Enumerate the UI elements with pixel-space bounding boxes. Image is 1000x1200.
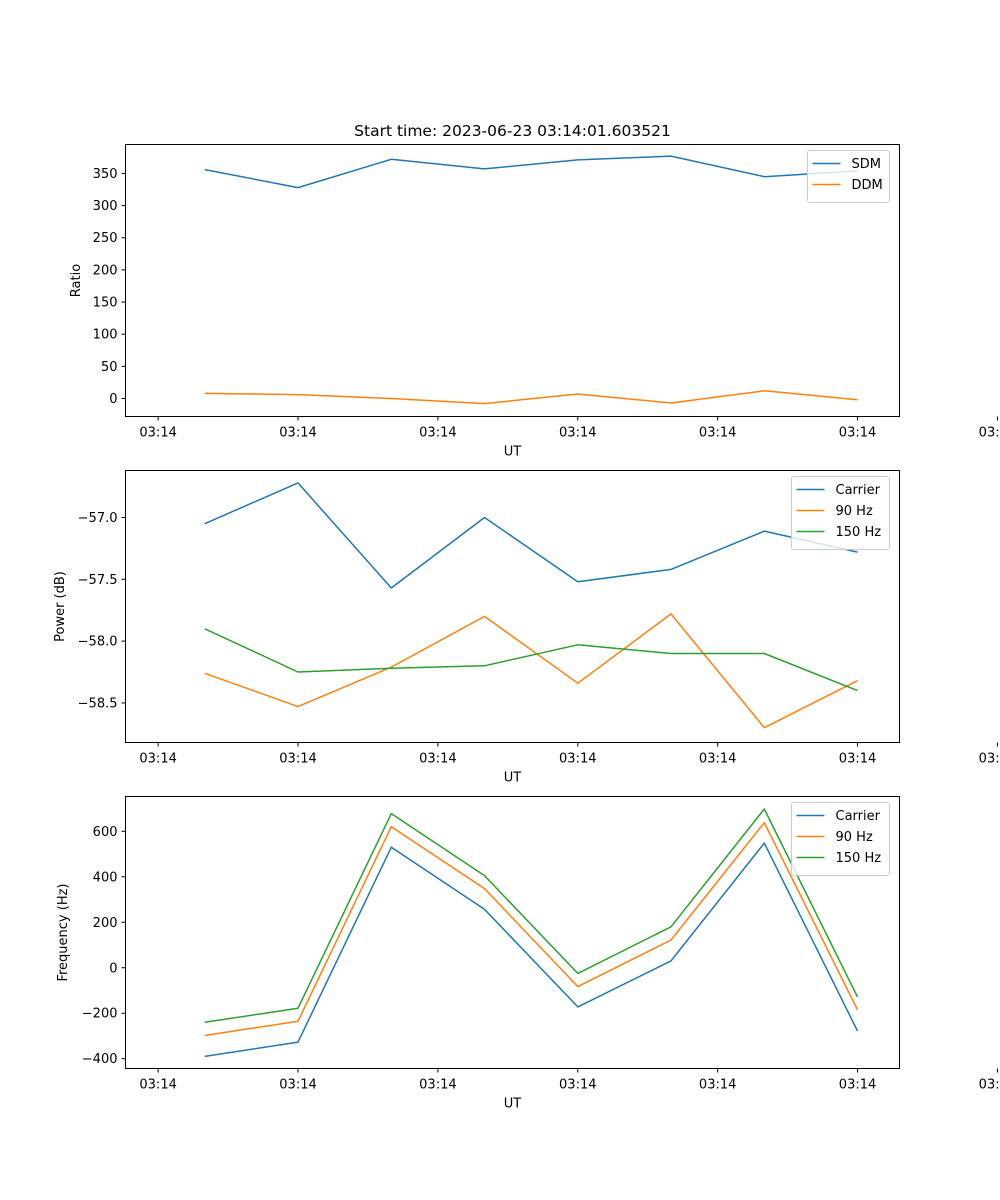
x-tick-label: 03:14 bbox=[559, 1078, 596, 1093]
x-tick-label: 03:14 bbox=[139, 426, 176, 441]
x-tick-label: 03:14 bbox=[279, 752, 316, 767]
y-tick-label: 300 bbox=[93, 199, 118, 214]
y-axis-label: Frequency (Hz) bbox=[56, 883, 71, 981]
y-axis-label: Power (dB) bbox=[53, 571, 68, 642]
x-tick-label: 03:14 bbox=[699, 1078, 736, 1093]
subplot-2: 03:14 03:14 03:14 03:14 03:14 03:14 03:15 −57.0… bbox=[53, 470, 1000, 786]
axes-frame bbox=[125, 796, 900, 1069]
x-tick-label: 03:14 bbox=[279, 426, 316, 441]
x-tick-label: 03:14 bbox=[419, 752, 456, 767]
x-tick-label: 03:14 bbox=[839, 1078, 876, 1093]
series-line-90-hz bbox=[204, 821, 859, 1037]
y-tick-label: −57.0 bbox=[78, 511, 118, 526]
x-tick-label: 03:14 bbox=[699, 752, 736, 767]
x-tick-label: 03:14 bbox=[559, 752, 596, 767]
y-tick-label: 0 bbox=[109, 961, 117, 976]
y-tick-label: 100 bbox=[93, 328, 118, 343]
axes-frame bbox=[125, 144, 900, 417]
y-tick-label: 150 bbox=[93, 296, 118, 311]
x-tick-label: 03:14 bbox=[699, 426, 736, 441]
x-tick-label: 03:14 bbox=[139, 752, 176, 767]
y-axis-label: Ratio bbox=[69, 264, 84, 297]
x-tick-label: 03:15 bbox=[979, 1078, 1000, 1093]
y-tick-label: 50 bbox=[101, 360, 118, 375]
y-tick-label: 400 bbox=[93, 870, 118, 885]
x-tick-label: 03:14 bbox=[279, 1078, 316, 1093]
subplot-3: 03:14 03:14 03:14 03:14 03:14 03:14 03:15 −400 −… bbox=[56, 796, 1000, 1112]
x-tick-label: 03:14 bbox=[839, 426, 876, 441]
subplot-1: 03:14 03:14 03:14 03:14 03:14 03:14 03:15 0 50 10… bbox=[69, 144, 1000, 460]
y-tick-label: 600 bbox=[93, 825, 118, 840]
legend: Carrier 90 Hz 150 Hz bbox=[791, 476, 890, 550]
legend-entry: DDM bbox=[852, 178, 883, 193]
x-tick-label: 03:14 bbox=[839, 752, 876, 767]
series-line-150-hz bbox=[204, 808, 859, 1024]
x-tick-label: 03:14 bbox=[139, 1078, 176, 1093]
legend-entry: 150 Hz bbox=[836, 525, 882, 540]
y-tick-label: 0 bbox=[109, 392, 117, 407]
x-axis-label: UT bbox=[504, 771, 522, 786]
axes-frame bbox=[125, 470, 900, 743]
legend-entry: 90 Hz bbox=[836, 830, 873, 845]
series-line-carrier bbox=[204, 842, 859, 1058]
y-tick-label: 200 bbox=[93, 263, 118, 278]
figure-title: Start time: 2023-06-23 03:14:01.603521 bbox=[354, 122, 671, 140]
series-line-90-hz bbox=[204, 613, 858, 729]
plots: 03:14 03:14 03:14 03:14 03:14 03:14 03:15 0 50 10… bbox=[53, 144, 1000, 1112]
series-line-150-hz bbox=[204, 628, 858, 692]
series-line-carrier bbox=[204, 482, 858, 589]
x-tick-label: 03:14 bbox=[419, 426, 456, 441]
x-tick-label: 03:14 bbox=[419, 1078, 456, 1093]
y-tick-label: −400 bbox=[82, 1052, 118, 1067]
legend-entry: SDM bbox=[852, 157, 881, 172]
series-line-ddm bbox=[204, 390, 858, 405]
x-tick-label: 03:15 bbox=[979, 752, 1000, 767]
x-tick-label: 03:15 bbox=[979, 426, 1000, 441]
y-tick-label: −58.0 bbox=[78, 635, 118, 650]
legend: SDM DDM bbox=[807, 150, 890, 203]
x-axis-label: UT bbox=[504, 445, 522, 460]
legend-entry: Carrier bbox=[836, 483, 881, 498]
y-tick-label: −200 bbox=[82, 1007, 118, 1022]
legend: Carrier 90 Hz 150 Hz bbox=[791, 802, 890, 876]
y-tick-label: 350 bbox=[93, 167, 118, 182]
series-line-sdm bbox=[204, 155, 858, 189]
legend-entry: 90 Hz bbox=[836, 504, 873, 519]
y-tick-label: −58.5 bbox=[78, 696, 118, 711]
y-tick-label: 250 bbox=[93, 231, 118, 246]
legend-entry: Carrier bbox=[836, 809, 881, 824]
y-tick-label: 200 bbox=[93, 916, 118, 931]
x-tick-label: 03:14 bbox=[559, 426, 596, 441]
legend-entry: 150 Hz bbox=[836, 851, 882, 866]
y-tick-label: −57.5 bbox=[78, 573, 118, 588]
x-axis-label: UT bbox=[504, 1097, 522, 1112]
